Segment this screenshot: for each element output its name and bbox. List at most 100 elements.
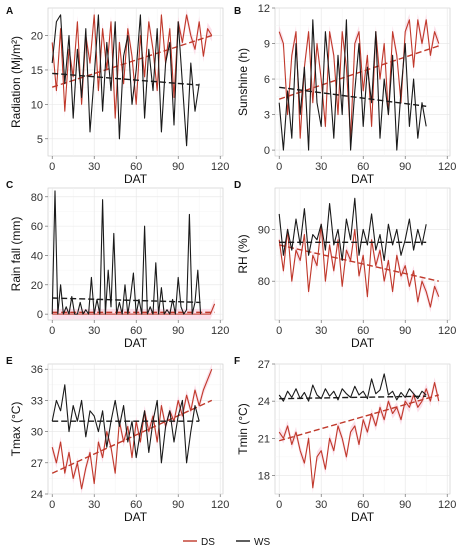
panel-d-y-tick-label: 80 (258, 276, 270, 288)
panel-c: 0 30 60 90 120 0 20 40 60 80 C DAT Rain fall (mm) (6, 180, 229, 350)
panel-b-y-title: Sunshine (h) (236, 48, 250, 116)
panel-e-y-tick-label: 30 (31, 427, 43, 439)
panel-a: 0 30 60 90 120 5 10 15 20 A DAT Radiation (Mj/m²) (6, 6, 229, 186)
panel-c-ws-trend (52, 297, 201, 304)
panel-b-letter: B (234, 6, 241, 17)
panel-b-x-tick-label: 0 (276, 161, 282, 173)
panel-b: 0 30 60 90 120 0 3 6 9 12 B DAT Sunshine (h) (234, 3, 456, 186)
panel-c-y-tick-label: 40 (31, 250, 43, 262)
panel-a-y-tick-label: 15 (31, 65, 43, 77)
panel-e-ds-line (51, 368, 213, 490)
panel-c-x-tick-label: 30 (88, 325, 100, 337)
panel-a-x-tick-label: 30 (88, 161, 100, 173)
panel-e-letter: E (6, 356, 13, 367)
panel-e-y-tick-label: 27 (31, 458, 43, 470)
panel-a-x-tick-label: 0 (49, 161, 55, 173)
panel-a-letter: A (6, 6, 13, 17)
panel-f-ds-line (278, 382, 440, 489)
panel-d-letter: D (234, 180, 241, 191)
panel-a-x-tick-label: 120 (211, 161, 229, 173)
panel-f-y-title: Tmin (°C) (236, 403, 250, 454)
panel-c-x-tick-label: 60 (130, 325, 142, 337)
panel-c-y-tick-label: 20 (31, 280, 43, 292)
panel-b-ws-trend (279, 86, 427, 107)
panel-d-x-tick-label: 0 (276, 325, 282, 337)
panel-c-y-title: Rain fall (mm) (9, 217, 23, 292)
panel-f-ws-trend (279, 395, 427, 400)
panel-d-y-tick-label: 90 (258, 224, 270, 236)
panel-a-ds-trend (51, 34, 213, 88)
panel-e-x-tick-label: 60 (130, 499, 142, 511)
panel-f-letter: F (234, 356, 240, 367)
panel-f-x-title: DAT (351, 510, 375, 524)
panel-d-ds-line (278, 223, 440, 308)
panel-a-ws-trend (52, 72, 200, 86)
panel-a-x-tick-label: 60 (130, 161, 142, 173)
panel-f-x-tick-label: 60 (357, 499, 369, 511)
panel-e-y-tick-label: 24 (31, 489, 43, 501)
panel-d-x-tick-label: 90 (399, 325, 411, 337)
panel-a-ds-line (51, 14, 213, 119)
panel-b-y-tick-label: 12 (258, 3, 270, 15)
panel-b-x-tick-label: 120 (438, 161, 456, 173)
panel-d: 0 30 60 90 120 80 90 D DAT RH (%) (234, 180, 456, 350)
panel-e-y-tick-label: 36 (31, 364, 43, 376)
panel-f-x-tick-label: 120 (438, 499, 456, 511)
legend: DS WS (183, 537, 270, 548)
panel-f-y-tick-label: 24 (258, 396, 270, 408)
panel-f-x-tick-label: 30 (315, 499, 327, 511)
panel-d-x-tick-label: 30 (315, 325, 327, 337)
panel-e: 0 30 60 90 120 24 27 30 33 36 E DAT Tmax (°C) (6, 356, 229, 524)
panel-d-y-title: RH (%) (236, 234, 250, 273)
panel-b-ws-line (278, 19, 427, 151)
panel-a-y-title: Radiation (Mj/m²) (9, 36, 23, 128)
panel-c-y-tick-label: 60 (31, 221, 43, 233)
panel-a-x-tick-label: 90 (172, 161, 184, 173)
panel-b-y-tick-label: 6 (264, 74, 270, 86)
panel-a-y-tick-label: 20 (31, 31, 43, 43)
panel-f-y-tick-label: 21 (258, 433, 270, 445)
panel-e-y-tick-label: 33 (31, 395, 43, 407)
panel-f-ws-line (278, 373, 427, 402)
panel-d-ws-line (278, 197, 427, 262)
panel-f-x-tick-label: 90 (399, 499, 411, 511)
panel-a-y-tick-label: 10 (31, 99, 43, 111)
panel-b-y-tick-label: 3 (264, 110, 270, 122)
panel-f: 0 30 60 90 120 18 21 24 27 F DAT Tmin (°C) (234, 356, 456, 524)
panel-a-x-title: DAT (124, 172, 148, 186)
panel-b-y-tick-label: 0 (264, 145, 270, 157)
panel-d-x-tick-label: 60 (357, 325, 369, 337)
panel-e-x-tick-label: 90 (172, 499, 184, 511)
panel-f-y-tick-label: 18 (258, 470, 270, 482)
panel-c-x-tick-label: 90 (172, 325, 184, 337)
panel-f-ds-trend (279, 394, 439, 442)
legend-ds-label: DS (201, 537, 215, 548)
panel-d-x-title: DAT (351, 336, 375, 350)
panel-e-ds-trend (51, 399, 213, 474)
panel-e-x-tick-label: 30 (88, 499, 100, 511)
panel-a-y-tick-label: 5 (37, 134, 43, 146)
panel-c-ws-line (51, 190, 202, 315)
panel-e-y-title: Tmax (°C) (9, 402, 23, 457)
panel-c-y-tick-label: 0 (37, 309, 43, 321)
panel-f-y-tick-label: 27 (258, 359, 270, 371)
panel-e-ws-line (51, 384, 200, 464)
panel-d-ds-trend (279, 244, 439, 282)
panel-c-letter: C (6, 180, 13, 191)
legend-ws-label: WS (254, 537, 270, 548)
panel-d-x-tick-label: 120 (438, 325, 456, 337)
panel-b-y-tick-label: 9 (264, 39, 270, 51)
panel-c-x-tick-label: 0 (49, 325, 55, 337)
panel-f-x-tick-label: 0 (276, 499, 282, 511)
panel-b-ds-line (278, 19, 440, 139)
panel-c-x-title: DAT (124, 336, 148, 350)
panel-a-plot-area (47, 7, 224, 157)
panel-b-x-tick-label: 30 (315, 161, 327, 173)
panel-b-x-title: DAT (351, 172, 375, 186)
panel-c-x-tick-label: 120 (211, 325, 229, 337)
panel-a-ws-line (51, 14, 200, 147)
panel-b-x-tick-label: 60 (357, 161, 369, 173)
panel-b-x-tick-label: 90 (399, 161, 411, 173)
